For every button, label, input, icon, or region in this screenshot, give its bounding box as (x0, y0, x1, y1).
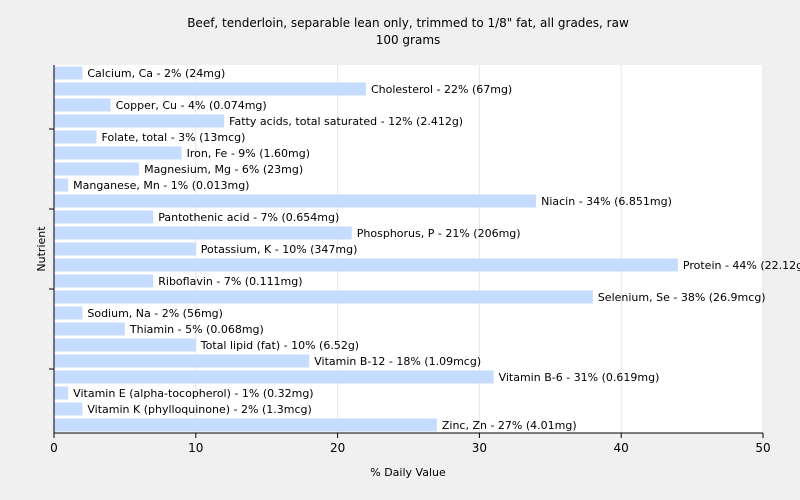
bar-label: Total lipid (fat) - 10% (6.52g) (200, 339, 359, 352)
bar-label: Vitamin E (alpha-tocopherol) - 1% (0.32m… (73, 387, 313, 400)
bar-label: Protein - 44% (22.12g) (683, 259, 800, 272)
bar (54, 354, 310, 368)
bar-label: Pantothenic acid - 7% (0.654mg) (158, 211, 339, 224)
bar-label: Folate, total - 3% (13mcg) (102, 131, 246, 144)
bar (54, 130, 97, 144)
bar-label: Vitamin B-12 - 18% (1.09mcg) (314, 355, 481, 368)
bar (54, 418, 437, 432)
bar-label: Iron, Fe - 9% (1.60mg) (187, 147, 310, 160)
bar (54, 338, 196, 352)
bar (54, 146, 182, 160)
x-tick-label: 20 (330, 441, 345, 455)
bar-label: Thiamin - 5% (0.068mg) (129, 323, 264, 336)
bar (54, 210, 154, 224)
bar-label: Magnesium, Mg - 6% (23mg) (144, 163, 303, 176)
axes-group: 0 10 20 30 40 50 (49, 65, 771, 455)
bar-label: Zinc, Zn - 27% (4.01mg) (442, 419, 577, 432)
y-axis-label: Nutrient (35, 226, 48, 272)
bar (54, 194, 537, 208)
x-tick-label: 0 (50, 441, 58, 455)
bar-label: Fatty acids, total saturated - 12% (2.41… (229, 115, 463, 128)
bar-label: Manganese, Mn - 1% (0.013mg) (73, 179, 249, 192)
bar (54, 226, 352, 240)
x-tick-label: 10 (188, 441, 203, 455)
bar-label: Phosphorus, P - 21% (206mg) (357, 227, 521, 240)
bar (54, 402, 83, 416)
bar-label: Vitamin K (phylloquinone) - 2% (1.3mcg) (87, 403, 311, 416)
x-axis-label: % Daily Value (370, 466, 446, 479)
bar (54, 242, 196, 256)
bar (54, 258, 678, 272)
x-tick-label: 40 (614, 441, 629, 455)
x-tick-label: 30 (472, 441, 487, 455)
bar-label: Selenium, Se - 38% (26.9mcg) (598, 291, 766, 304)
bar-label: Calcium, Ca - 2% (24mg) (87, 67, 225, 80)
bar (54, 290, 593, 304)
chart-subtitle: 100 grams (376, 33, 441, 47)
bar-label: Potassium, K - 10% (347mg) (201, 243, 358, 256)
bar (54, 114, 225, 128)
x-tick-label: 50 (755, 441, 770, 455)
bar (54, 178, 69, 192)
bar-label: Sodium, Na - 2% (56mg) (87, 307, 223, 320)
bar (54, 274, 154, 288)
bar (54, 66, 83, 80)
bar (54, 162, 140, 176)
bar-label: Cholesterol - 22% (67mg) (371, 83, 512, 96)
bars-group: Calcium, Ca - 2% (24mg) Cholesterol - 22%… (54, 66, 800, 432)
bar-label: Niacin - 34% (6.851mg) (541, 195, 672, 208)
bar-label: Riboflavin - 7% (0.111mg) (158, 275, 302, 288)
bar (54, 82, 366, 96)
bar (54, 306, 83, 320)
chart-title: Beef, tenderloin, separable lean only, t… (187, 16, 629, 30)
bar (54, 98, 111, 112)
bar-label: Vitamin B-6 - 31% (0.619mg) (499, 371, 660, 384)
bar (54, 386, 69, 400)
bar (54, 322, 125, 336)
bar-label: Copper, Cu - 4% (0.074mg) (116, 99, 267, 112)
bar (54, 370, 494, 384)
